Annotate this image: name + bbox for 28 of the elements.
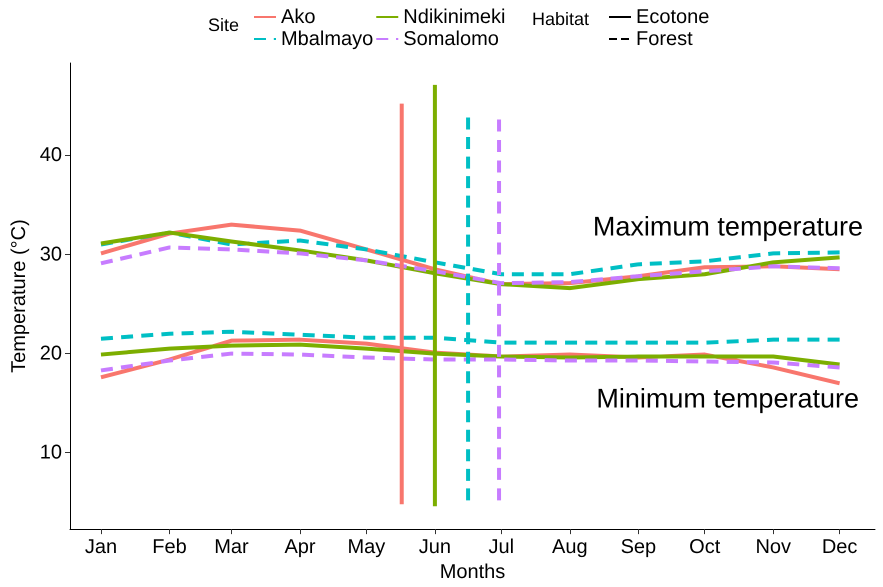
x-tick-label: May bbox=[347, 536, 386, 558]
x-tick-label: Oct bbox=[689, 536, 721, 558]
x-tick-label: Mar bbox=[214, 536, 249, 558]
legend-label: Mbalmayo bbox=[281, 28, 374, 50]
x-tick-label: Jun bbox=[418, 536, 452, 558]
text: Habitat bbox=[532, 9, 590, 29]
x-tick-label: Nov bbox=[755, 536, 792, 558]
y-tick-label: 20 bbox=[40, 342, 62, 365]
y-tick-label: 30 bbox=[40, 243, 62, 266]
x-tick-label: Jul bbox=[488, 536, 514, 558]
annotation: Minimum temperature bbox=[596, 384, 859, 414]
annotation: Maximum temperature bbox=[592, 212, 864, 242]
y-tick-label: 10 bbox=[40, 442, 62, 464]
legend-label: Ndikinimeki bbox=[403, 6, 506, 28]
legend-label: Ecotone bbox=[636, 6, 710, 28]
legend-label: Forest bbox=[636, 28, 694, 50]
legend-label: Ako bbox=[281, 6, 316, 28]
legend-title: Site bbox=[208, 15, 240, 35]
x-tick-label: Sep bbox=[620, 536, 656, 558]
legend-label: Somalomo bbox=[403, 28, 499, 50]
x-tick-label: Dec bbox=[822, 536, 858, 558]
x-tick-label: Feb bbox=[152, 536, 187, 558]
y-tick-label: 40 bbox=[40, 144, 62, 166]
x-tick-label: Jan bbox=[84, 536, 118, 558]
x-axis-title: Months bbox=[440, 561, 506, 583]
y-axis-title: Temperature (°C) bbox=[8, 219, 30, 373]
x-tick-label: Aug bbox=[552, 536, 588, 558]
x-tick-label: Apr bbox=[284, 536, 316, 558]
